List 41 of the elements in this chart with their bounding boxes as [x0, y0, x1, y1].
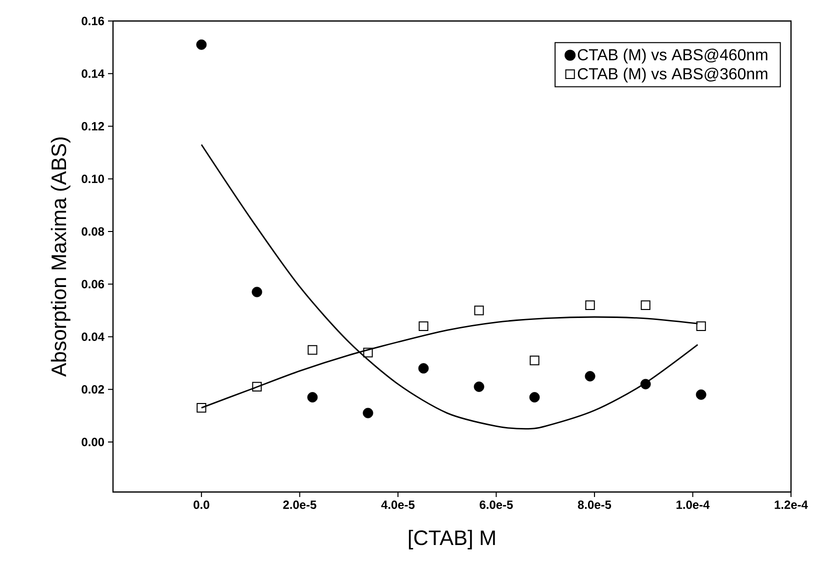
- x-tick-label: 8.0e-5: [578, 500, 612, 509]
- point: [307, 392, 318, 402]
- legend-label: CTAB (M) vs ABS@360nm: [578, 68, 768, 83]
- point: [585, 300, 595, 310]
- point: [474, 306, 484, 316]
- x-tick-label: 4.0e-5: [381, 500, 415, 509]
- point: [640, 300, 650, 310]
- y-tick-label: 0.02: [82, 385, 104, 394]
- point: [196, 402, 206, 413]
- y-tick-label: 0.00: [82, 438, 104, 446]
- y-tick-label: 0.08: [82, 227, 104, 236]
- point: [362, 408, 374, 418]
- point: [584, 371, 596, 382]
- point: [363, 348, 373, 358]
- point: [418, 363, 429, 374]
- point: [252, 382, 262, 392]
- legend-label: CTAB (M) vs ABS@460nm: [578, 48, 768, 64]
- point: [252, 286, 262, 298]
- x-tick-label: 0.0: [194, 500, 210, 509]
- point: [696, 321, 706, 332]
- y-axis-title: Absorption Maxima (ABS): [50, 137, 70, 377]
- x-tick-label: 2.0e-5: [283, 500, 316, 509]
- point: [418, 321, 428, 332]
- y-tick-label: 0.16: [82, 16, 104, 26]
- line-series: [200, 144, 698, 430]
- x-tick-label: 1.0e-4: [676, 500, 710, 509]
- point: [696, 389, 706, 400]
- y-tick-label: 0.12: [82, 122, 104, 130]
- point: [529, 392, 540, 402]
- point: [530, 356, 540, 366]
- x-tick-label: 6.0e-5: [480, 500, 513, 509]
- point: [640, 378, 651, 390]
- point: [196, 39, 207, 50]
- point: [308, 345, 318, 355]
- x-axis-title: [CTAB] M: [408, 530, 495, 550]
- y-tick-label: 0.04: [82, 332, 104, 341]
- point: [474, 382, 484, 392]
- x-tick-label: 1.2e-4: [774, 500, 808, 509]
- y-tick-label: 0.06: [82, 280, 104, 288]
- y-tick-label: 0.14: [82, 69, 104, 78]
- y-tick-label: 0.10: [82, 174, 104, 184]
